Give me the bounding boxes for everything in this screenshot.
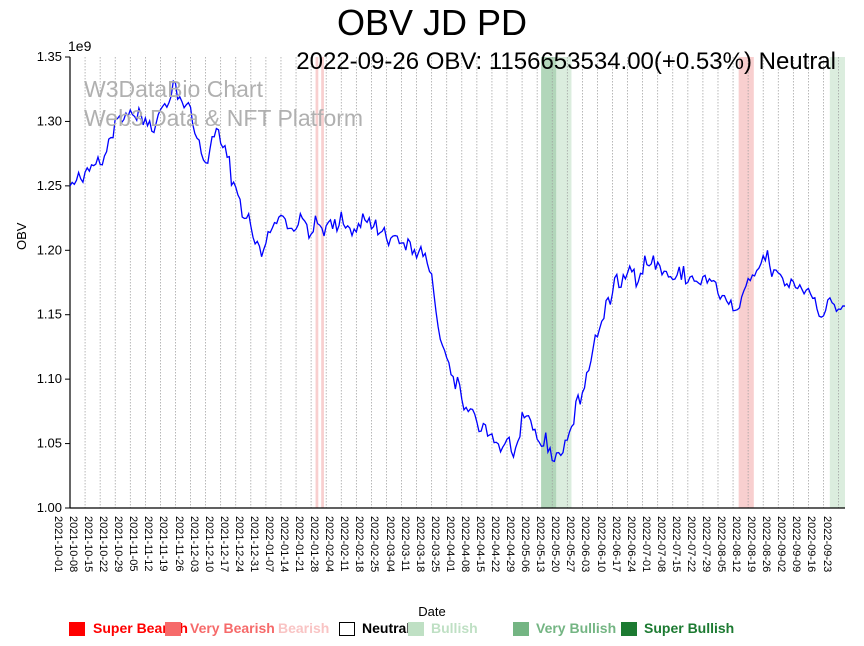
svg-text:1.20: 1.20 — [37, 242, 62, 257]
svg-text:1.00: 1.00 — [37, 500, 62, 515]
svg-text:1.30: 1.30 — [37, 113, 62, 128]
svg-text:1.05: 1.05 — [37, 436, 62, 451]
svg-text:1.10: 1.10 — [37, 371, 62, 386]
svg-text:1.25: 1.25 — [37, 178, 62, 193]
svg-text:1.35: 1.35 — [37, 49, 62, 64]
svg-text:1.15: 1.15 — [37, 307, 62, 322]
